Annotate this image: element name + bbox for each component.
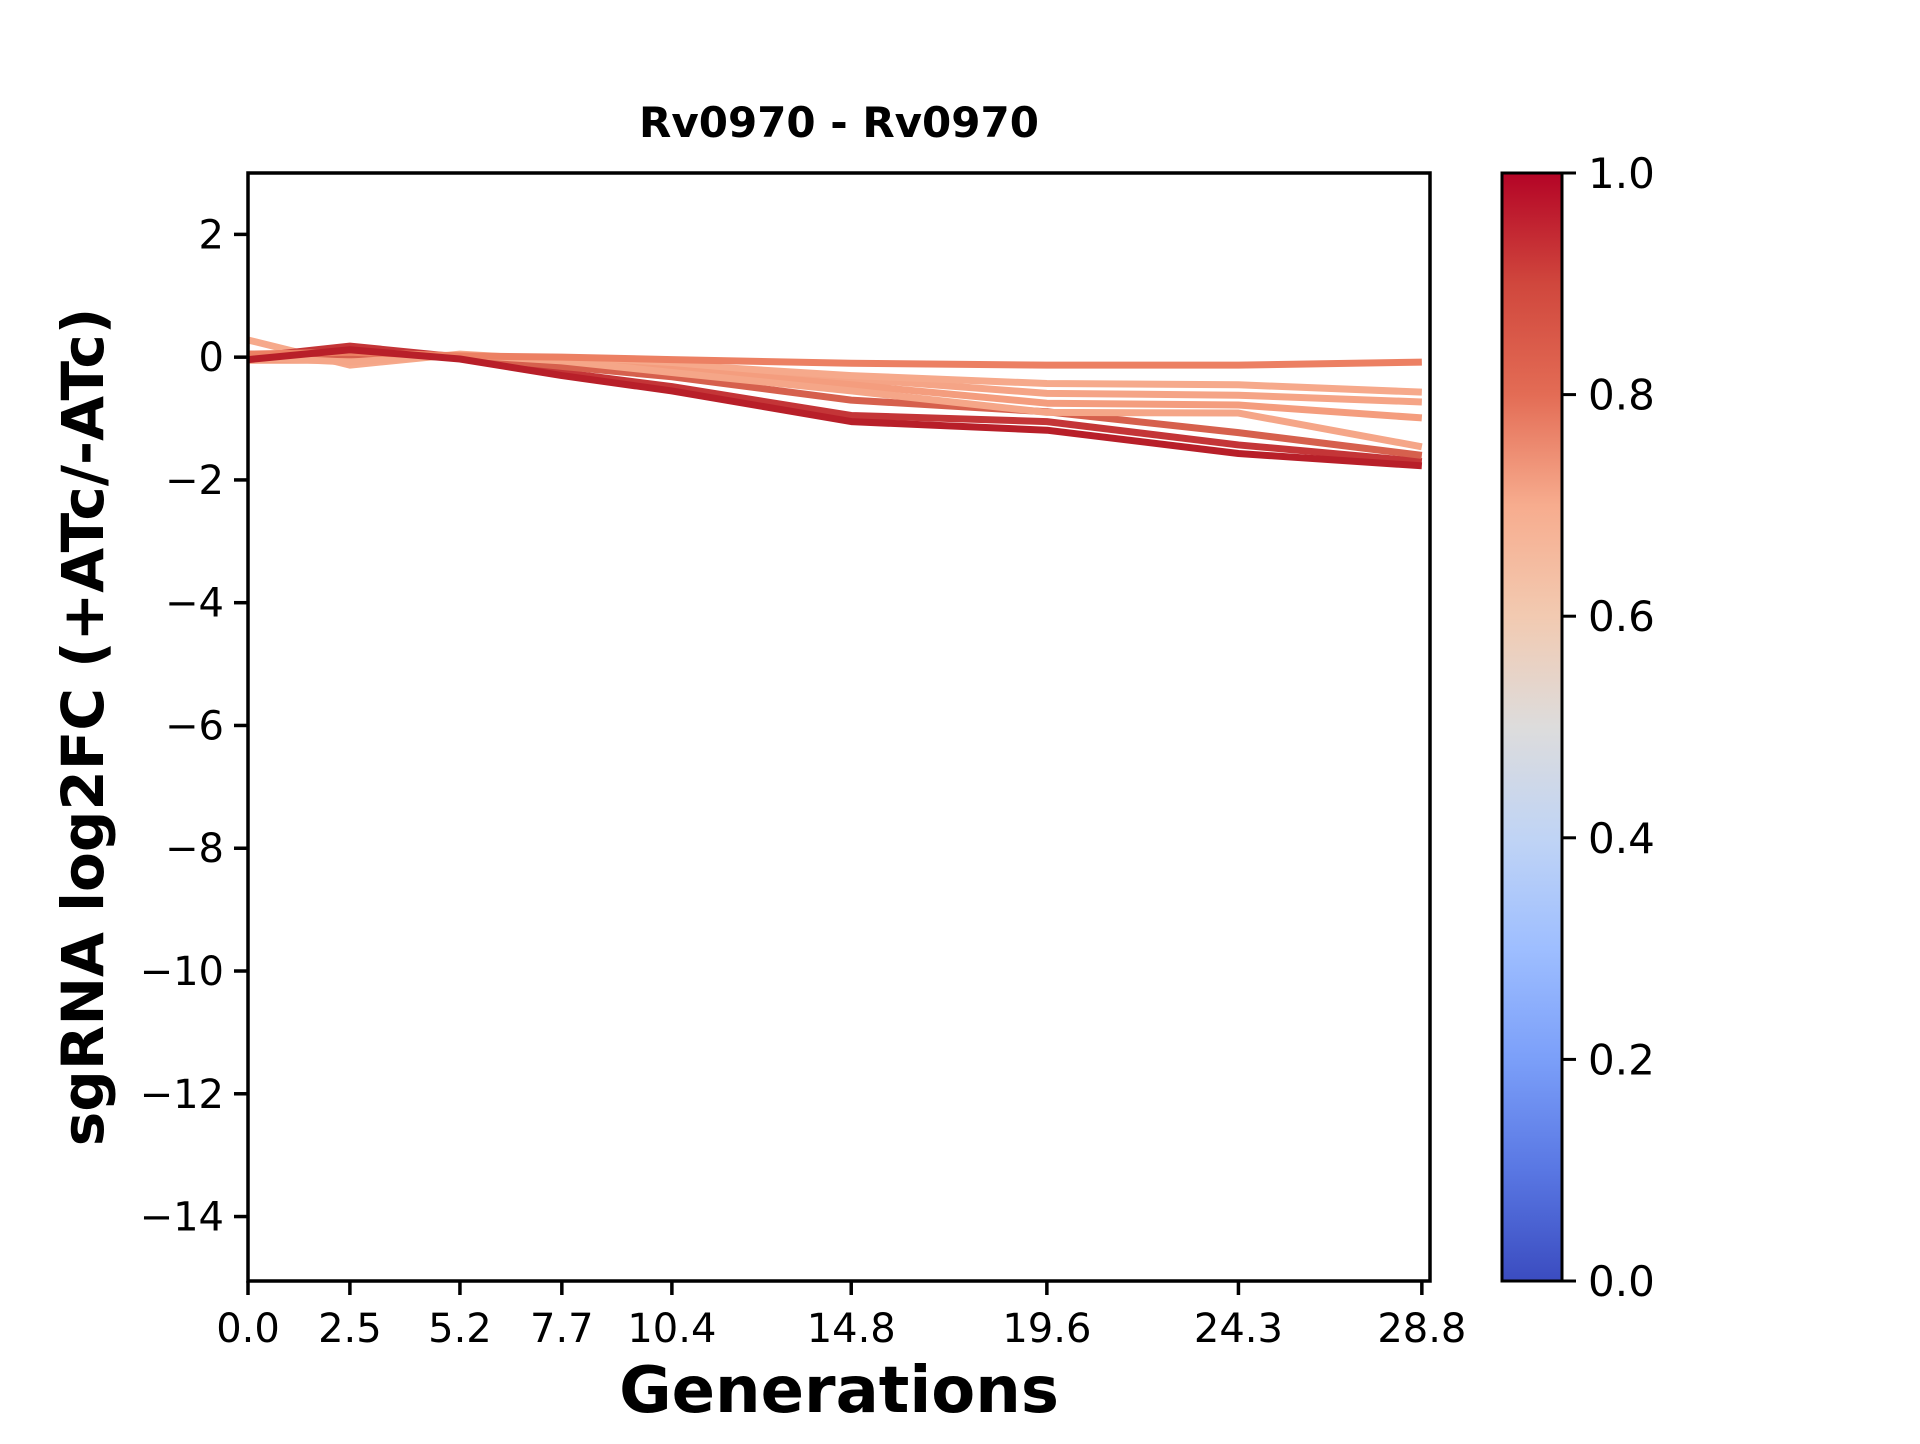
chart-title: Rv0970 - Rv0970 (639, 98, 1039, 147)
colorbar-tick-label: 0.2 (1588, 1035, 1655, 1084)
colorbar-tick-label: 0.0 (1588, 1257, 1655, 1306)
x-tick-label: 10.4 (627, 1306, 716, 1352)
series-lines (248, 336, 1423, 470)
y-tick-label: −2 (165, 458, 224, 504)
y-tick-label: −8 (165, 826, 224, 872)
x-tick-label: 24.3 (1194, 1306, 1283, 1352)
y-tick-label: 0 (199, 335, 224, 381)
y-tick-label: −4 (165, 581, 224, 627)
x-tick-label: 19.6 (1002, 1306, 1091, 1352)
x-axis-ticks: 0.0 2.5 5.2 7.7 10.4 14.8 19.6 24.3 28.8 (216, 1281, 1466, 1352)
sgrna-line-8 (248, 346, 1423, 470)
x-axis-label: Generations (619, 1354, 1059, 1428)
y-tick-label: 2 (199, 212, 224, 258)
y-tick-label: −14 (140, 1195, 224, 1241)
colorbar-gradient (1500, 171, 1564, 1283)
plot-background (248, 173, 1430, 1281)
y-tick-label: −6 (165, 703, 224, 749)
sgrna-line-6 (248, 351, 1423, 451)
colorbar-tick-label: 0.8 (1588, 371, 1655, 420)
colorbar-tick-label: 1.0 (1588, 149, 1655, 198)
y-axis-ticks: 2 0 −2 −4 −6 −8 −10 −12 −14 (140, 212, 248, 1241)
x-tick-label: 0.0 (216, 1306, 280, 1352)
colorbar-tick-label: 0.6 (1588, 592, 1655, 641)
x-tick-label: 5.2 (428, 1306, 492, 1352)
y-tick-label: −12 (140, 1072, 224, 1118)
colorbar-ticks: 0.0 0.2 0.4 0.6 0.8 1.0 (1562, 149, 1655, 1306)
x-tick-label: 14.8 (807, 1306, 896, 1352)
x-tick-label: 2.5 (318, 1306, 382, 1352)
x-tick-label: 7.7 (530, 1306, 594, 1352)
x-tick-label: 28.8 (1377, 1306, 1466, 1352)
y-tick-label: −10 (140, 949, 224, 995)
colorbar: 0.0 0.2 0.4 0.6 0.8 1.0 (1500, 149, 1655, 1306)
y-axis-label: sgRNA log2FC (+ATc/-ATc) (49, 308, 117, 1146)
colorbar-tick-label: 0.4 (1588, 814, 1655, 863)
